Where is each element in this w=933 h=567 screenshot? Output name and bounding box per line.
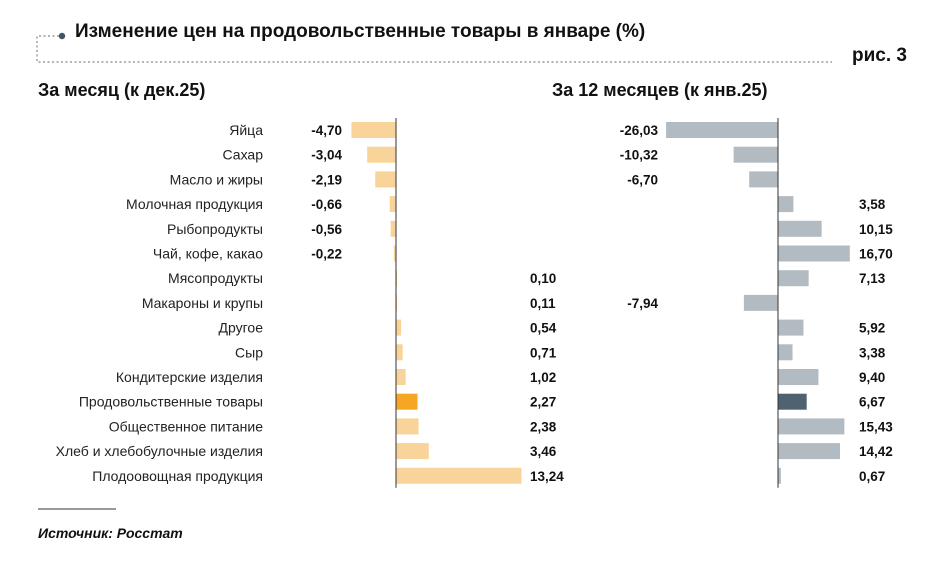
left-value-label: -0,56 [311,222,342,237]
right-bar [778,196,794,213]
left-value-label: 1,02 [530,370,556,385]
source-note: Источник: Росстат [38,525,183,541]
left-value-label: 13,24 [530,469,564,484]
right-bar [743,294,778,311]
category-label: Плодоовощная продукция [92,468,263,484]
category-label: Макароны и крупы [142,295,263,311]
left-value-label: 0,71 [530,345,557,360]
category-labels: Яйца Сахар Масло и жиры Молочная продукция Р… [56,122,264,484]
right-value-label: 7,13 [859,271,886,286]
right-value-label: 6,67 [859,395,885,410]
right-value-label: 9,40 [859,370,885,385]
right-value-label: -26,03 [620,123,659,138]
left-bar [396,294,398,311]
right-value-label: -10,32 [620,148,658,163]
category-label: Рыбопродукты [167,221,263,237]
left-value-label: -4,70 [311,123,342,138]
left-bar [396,467,522,484]
right-bar [778,270,809,287]
left-bar [396,393,418,410]
right-bar [778,369,819,385]
right-bar [749,171,778,188]
category-label: Яйца [229,122,263,138]
right-value-label: 16,70 [859,247,893,262]
left-value-label: -0,66 [311,197,342,212]
category-label: Другое [219,320,264,336]
right-value-label: 3,58 [859,197,886,212]
title-dotted-line [36,35,832,63]
left-panel-title: За месяц (к дек.25) [38,80,205,100]
right-value-label: 0,67 [859,469,885,484]
right-value-label: 15,43 [859,419,893,434]
left-bar [396,369,406,385]
left-bar [396,344,403,361]
title-dot [58,32,66,40]
right-panel-title: За 12 месяцев (к янв.25) [552,80,768,100]
left-value-label: 0,10 [530,271,556,286]
category-label: Масло и жиры [170,171,263,187]
category-label: Чай, кофе, какао [153,246,263,262]
right-value-label: 5,92 [859,321,885,336]
category-label: Молочная продукция [126,196,263,212]
figure-label: рис. 3 [852,45,907,66]
left-bar [396,443,429,460]
chart-title: Изменение цен на продовольственные товар… [75,21,645,42]
right-bar [778,393,807,410]
left-bar [375,171,396,188]
right-bar [733,146,778,163]
left-value-label: 0,11 [530,296,556,311]
left-bar [396,319,402,336]
category-label: Мясопродукты [168,270,263,286]
left-value-label: -0,22 [311,247,342,262]
left-bar [396,418,419,435]
right-bar [778,344,793,361]
right-bar [778,443,841,460]
category-label: Продовольственные товары [79,394,263,410]
right-panel-bars [666,122,850,484]
right-bar [778,418,845,435]
right-bar [778,220,822,237]
right-panel-value-labels: -26,03 -10,32 -6,70 3,58 10,15 16,70 7,13 -7,94… [620,123,894,484]
left-bar [393,245,396,262]
left-bar [390,220,396,237]
right-value-label: -7,94 [627,296,658,311]
category-label: Кондитерские изделия [116,369,263,385]
right-value-label: 3,38 [859,345,886,360]
category-label: Общественное питание [109,418,263,434]
right-value-label: 14,42 [859,444,893,459]
right-value-label: -6,70 [627,172,658,187]
left-bar [389,196,396,213]
left-panel-value-labels: -4,70 -3,04 -2,19 -0,66 -0,56 -0,22 0,10 0,11 0,… [311,123,564,484]
right-bar [778,245,850,262]
left-value-label: 2,27 [530,395,556,410]
right-bar [778,467,781,484]
right-bar [778,319,804,336]
category-label: Хлеб и хлебобулочные изделия [56,443,263,459]
left-value-label: -2,19 [311,172,342,187]
left-value-label: -3,04 [311,148,342,163]
right-value-label: 10,15 [859,222,893,237]
category-label: Сыр [235,344,263,360]
left-value-label: 2,38 [530,419,557,434]
left-value-label: 0,54 [530,321,557,336]
left-bar [367,146,396,163]
left-bar [351,122,396,138]
left-value-label: 3,46 [530,444,557,459]
right-bar [666,122,778,138]
category-label: Сахар [223,147,264,163]
left-panel-bars [351,122,522,484]
